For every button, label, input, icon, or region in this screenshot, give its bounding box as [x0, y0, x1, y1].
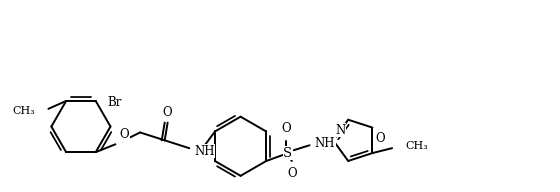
Text: O: O: [119, 128, 129, 141]
Text: CH₃: CH₃: [13, 106, 36, 116]
Text: NH: NH: [315, 137, 335, 150]
Text: O: O: [287, 167, 297, 180]
Text: N: N: [335, 124, 345, 137]
Text: CH₃: CH₃: [405, 141, 428, 151]
Text: Br: Br: [108, 96, 122, 109]
Text: O: O: [163, 106, 172, 119]
Text: NH: NH: [194, 145, 214, 158]
Text: O: O: [281, 122, 291, 135]
Text: S: S: [283, 147, 292, 160]
Text: O: O: [375, 132, 385, 145]
